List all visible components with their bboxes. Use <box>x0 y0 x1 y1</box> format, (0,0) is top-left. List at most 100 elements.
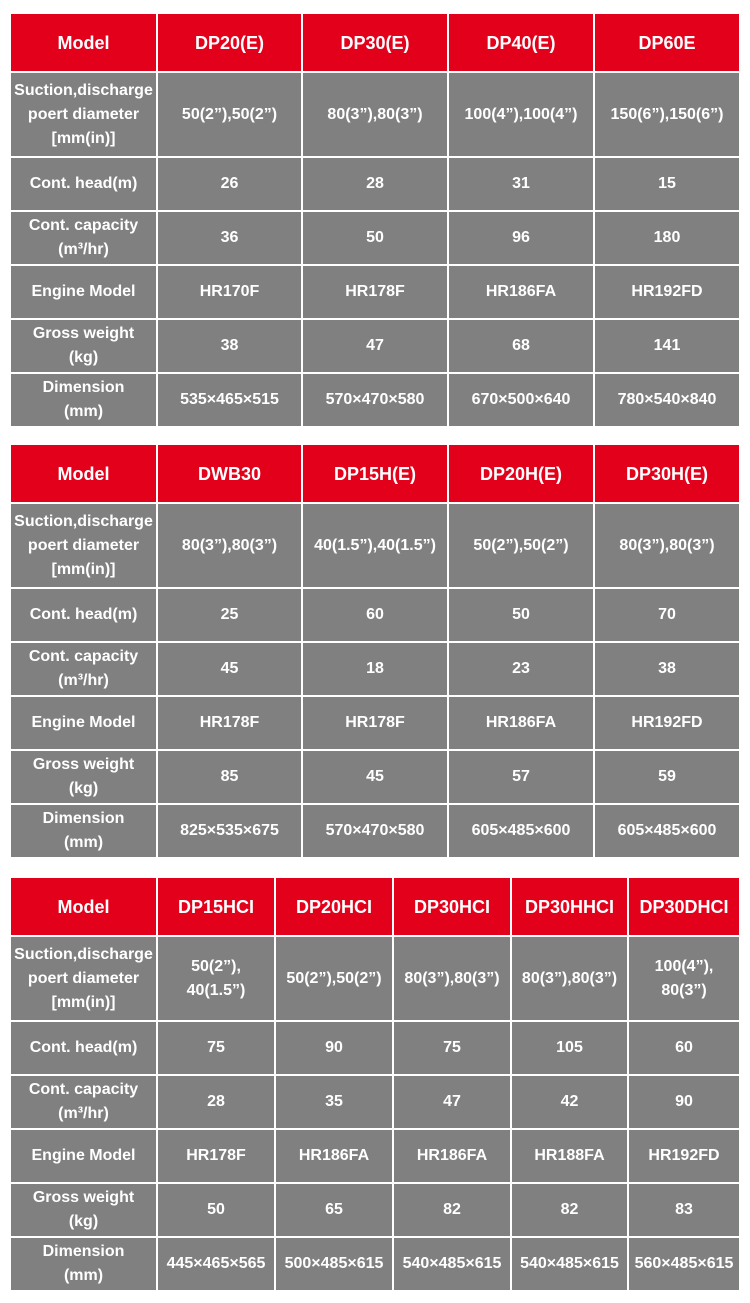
cell-text: HR186FA <box>485 714 557 731</box>
cell-text: poert diameter <box>27 105 140 123</box>
data-cell: 45 <box>157 642 302 696</box>
cell-text: 445×465×565 <box>166 1255 266 1272</box>
data-cell: 31 <box>448 157 594 211</box>
cell-text: Cont. head(m) <box>29 175 138 192</box>
data-cell: 82 <box>511 1183 628 1237</box>
data-cell: 70 <box>594 588 740 642</box>
data-cell: 59 <box>594 750 740 804</box>
header-cell: DP60E <box>594 13 740 72</box>
header-cell: Model <box>10 877 157 936</box>
row-label: Engine Model <box>10 265 157 319</box>
data-cell: 23 <box>448 642 594 696</box>
cell-text: Suction,discharge <box>14 512 153 530</box>
data-cell: 445×465×565 <box>157 1237 275 1291</box>
cell-text: (kg) <box>68 780 99 797</box>
cell-text: 50(2”),50(2”) <box>473 536 569 554</box>
cell-text: 100(4”),100(4”) <box>464 105 578 123</box>
cell-text: 83 <box>675 1201 693 1218</box>
data-cell: HR192FD <box>594 265 740 319</box>
cell-text: DP30H(E) <box>625 463 709 484</box>
row-label: Engine Model <box>10 696 157 750</box>
row-label: Engine Model <box>10 1129 157 1183</box>
cell-text: 780×540×840 <box>617 391 717 408</box>
cell-text: Engine Model <box>31 1147 136 1164</box>
header-cell: DP40(E) <box>448 13 594 72</box>
row-label: Cont. head(m) <box>10 1021 157 1075</box>
cell-text: 570×470×580 <box>325 822 425 839</box>
cell-text: Gross weight <box>32 325 135 342</box>
header-cell: DP30H(E) <box>594 444 740 503</box>
data-cell: HR170F <box>157 265 302 319</box>
cell-text: DP30HCI <box>413 896 491 917</box>
data-cell: HR186FA <box>448 265 594 319</box>
cell-text: 80(3”),80(3”) <box>521 969 618 987</box>
data-cell: 25 <box>157 588 302 642</box>
header-cell: DP15HCI <box>157 877 275 936</box>
header-cell: DP30(E) <box>302 13 448 72</box>
cell-text: 560×485×615 <box>634 1255 734 1272</box>
cell-text: (m³/hr) <box>58 241 109 258</box>
cell-text: 570×470×580 <box>325 391 425 408</box>
cell-text: Model <box>57 32 110 53</box>
cell-text: 75 <box>207 1039 225 1056</box>
row-label: Cont. capacity (m³/hr) <box>10 211 157 265</box>
cell-text: 36 <box>220 229 239 246</box>
data-cell: 60 <box>628 1021 740 1075</box>
data-cell: 42 <box>511 1075 628 1129</box>
cell-text: 70 <box>658 606 676 623</box>
data-cell: 36 <box>157 211 302 265</box>
cell-text: 141 <box>653 337 681 354</box>
cell-text: DP15HCI <box>177 896 255 917</box>
cell-text: (kg) <box>68 1213 99 1230</box>
cell-text: 40(1.5”) <box>186 981 246 999</box>
cell-text: Cont. head(m) <box>29 1039 138 1056</box>
cell-text: DP20H(E) <box>479 463 563 484</box>
data-cell: 83 <box>628 1183 740 1237</box>
data-cell: 68 <box>448 319 594 373</box>
row-label: Suction,discharge poert diameter [mm(in)] <box>10 936 157 1021</box>
data-cell: 825×535×675 <box>157 804 302 858</box>
cell-text: 59 <box>658 768 676 785</box>
cell-text: 90 <box>325 1039 343 1056</box>
cell-text: Cont. capacity <box>28 1081 139 1098</box>
cell-text: (kg) <box>68 349 99 366</box>
cell-text: HR178F <box>345 714 405 731</box>
cell-text: 68 <box>512 337 530 354</box>
cell-text: (mm) <box>63 403 104 420</box>
cell-text: 28 <box>366 175 384 192</box>
cell-text: 38 <box>658 660 676 677</box>
data-cell: 38 <box>157 319 302 373</box>
cell-text: 25 <box>220 606 239 623</box>
data-cell: HR186FA <box>448 696 594 750</box>
cell-text: 23 <box>512 660 530 677</box>
header-cell: DP30HCI <box>393 877 511 936</box>
cell-text: 80(3”) <box>661 981 707 999</box>
data-cell: HR178F <box>157 1129 275 1183</box>
cell-text: HR188FA <box>534 1147 605 1164</box>
cell-text: 150(6”),150(6”) <box>610 105 724 123</box>
cell-text: DP30HHCI <box>524 896 615 917</box>
data-cell: 80(3”),80(3”) <box>393 936 511 1021</box>
data-cell: 105 <box>511 1021 628 1075</box>
data-cell: HR192FD <box>594 696 740 750</box>
data-cell: 540×485×615 <box>511 1237 628 1291</box>
data-cell: HR186FA <box>393 1129 511 1183</box>
data-cell: 500×485×615 <box>275 1237 393 1291</box>
cell-text: HR192FD <box>648 1147 720 1164</box>
header-cell: Model <box>10 13 157 72</box>
row-label: Dimension (mm) <box>10 804 157 858</box>
cell-text: 15 <box>658 175 676 192</box>
cell-text: 28 <box>207 1093 225 1110</box>
row-label: Suction,discharge poert diameter [mm(in)] <box>10 503 157 588</box>
cell-text: 100(4”), <box>654 957 714 975</box>
cell-text: 60 <box>366 606 384 623</box>
cell-text: HR192FD <box>631 283 703 300</box>
cell-text: Engine Model <box>31 714 136 731</box>
data-cell: 80(3”),80(3”) <box>302 72 448 157</box>
cell-text: DP60E <box>638 32 696 53</box>
header-cell: DP30HHCI <box>511 877 628 936</box>
header-cell: DP20(E) <box>157 13 302 72</box>
data-cell: 28 <box>157 1075 275 1129</box>
header-cell: DP15H(E) <box>302 444 448 503</box>
